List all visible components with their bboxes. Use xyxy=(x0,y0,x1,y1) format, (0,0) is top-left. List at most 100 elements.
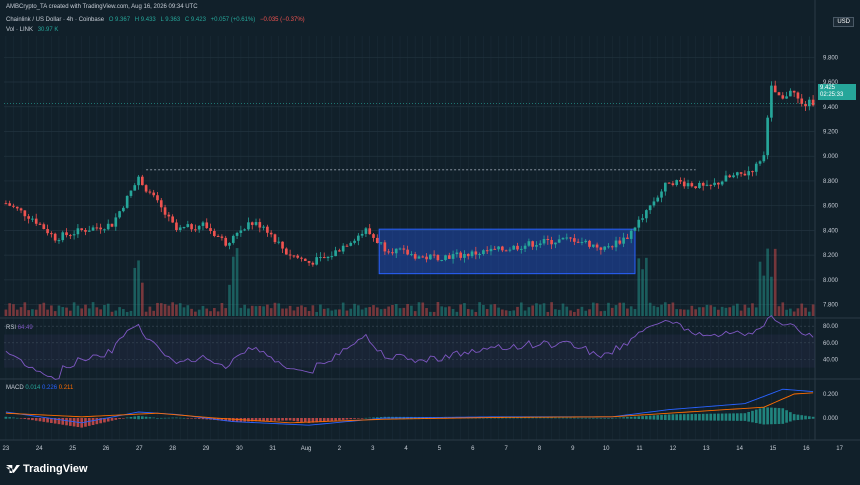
candle-body xyxy=(213,231,216,236)
candle-body xyxy=(444,255,447,260)
candle-body xyxy=(307,260,311,263)
macd-histogram-bar xyxy=(122,418,125,419)
candle-body xyxy=(686,183,690,187)
candle-body xyxy=(65,232,68,236)
candle-body xyxy=(425,256,428,260)
macd-histogram-bar xyxy=(91,418,95,426)
volume-label[interactable]: Vol · LINK xyxy=(6,27,34,33)
macd-histogram-bar xyxy=(660,414,663,420)
volume-bar xyxy=(413,311,417,316)
currency-badge[interactable]: USD xyxy=(833,17,854,27)
candle-body xyxy=(281,241,284,249)
volume-bar xyxy=(675,309,679,316)
macd-histogram-bar xyxy=(315,418,318,423)
time-tick-label: 11 xyxy=(636,446,643,452)
candle-body xyxy=(811,99,815,106)
macd-histogram-bar xyxy=(334,418,337,421)
macd-histogram-bar xyxy=(133,416,137,419)
macd-histogram-bar xyxy=(95,418,99,425)
candle-body xyxy=(38,223,42,225)
candle-body xyxy=(140,176,144,186)
macd-histogram-bar xyxy=(46,418,49,423)
macd-histogram-bar xyxy=(345,418,349,420)
volume-bar xyxy=(622,302,625,316)
rsi-legend[interactable]: RSI 64.49 xyxy=(6,325,33,331)
candle-body xyxy=(231,235,235,243)
candle-body xyxy=(319,257,322,259)
volume-bar xyxy=(720,306,724,316)
macd-histogram-bar xyxy=(573,417,576,419)
macd-histogram-bar xyxy=(250,418,254,422)
candle-body xyxy=(622,237,625,244)
volume-bar xyxy=(300,305,303,316)
volume-bar xyxy=(811,304,815,316)
macd-histogram-bar xyxy=(269,418,273,421)
volume-bar xyxy=(455,311,459,316)
volume-bar xyxy=(671,302,675,316)
candle-body xyxy=(330,256,334,258)
price-tick-label: 8.800 xyxy=(823,179,839,185)
ohlc-high: H 9.433 xyxy=(134,17,156,23)
symbol-name[interactable]: Chainlink / US Dollar · 4h · Coinbase xyxy=(6,17,105,23)
candle-body xyxy=(125,195,129,208)
candle-body xyxy=(152,192,156,196)
macd-histogram-bar xyxy=(103,418,106,423)
candle-body xyxy=(542,239,546,244)
rsi-value: 64.49 xyxy=(17,325,33,331)
volume-bar xyxy=(383,308,387,316)
volume-bar xyxy=(372,305,375,316)
macd-histogram-bar xyxy=(599,417,603,419)
volume-bar xyxy=(163,304,167,316)
candle-body xyxy=(118,211,121,218)
time-tick-label: 9 xyxy=(571,446,575,452)
candle-body xyxy=(42,224,46,230)
volume-bar xyxy=(497,307,500,316)
candle-body xyxy=(550,239,553,245)
candle-body xyxy=(663,182,667,192)
volume-bar xyxy=(137,260,140,316)
macd-histogram-bar xyxy=(671,414,675,421)
time-tick-label: 31 xyxy=(269,446,276,452)
volume-bar xyxy=(406,304,409,316)
volume-bar xyxy=(717,309,720,316)
macd-histogram-bar xyxy=(99,418,102,424)
volume-bar xyxy=(262,306,265,316)
candle-body xyxy=(667,182,671,184)
macd-histogram-bar xyxy=(296,418,300,422)
macd-histogram-bar xyxy=(341,418,345,420)
volume-bar xyxy=(209,311,212,316)
volume-bar xyxy=(432,311,436,316)
volume-bar xyxy=(682,309,686,316)
volume-bar xyxy=(186,305,190,316)
volume-bar xyxy=(482,304,485,316)
time-tick-label: 16 xyxy=(803,446,810,452)
volume-bar xyxy=(459,304,462,316)
volume-bar xyxy=(364,307,368,316)
macd-histogram-bar xyxy=(754,409,758,424)
volume-bar xyxy=(38,304,42,316)
volume-bar xyxy=(792,311,796,316)
macd-legend[interactable]: MACD 0.014 0.226 0.211 xyxy=(6,385,73,391)
macd-histogram-bar xyxy=(675,414,679,421)
macd-histogram-bar xyxy=(789,412,792,422)
volume-bar xyxy=(527,307,531,316)
volume-bar xyxy=(637,258,641,316)
candle-body xyxy=(156,195,159,201)
volume-bar xyxy=(140,282,144,316)
rsi-label: RSI xyxy=(6,325,17,331)
time-tick-label: 17 xyxy=(836,446,843,452)
time-tick-label: 3 xyxy=(371,446,375,452)
price-tick-label: 9.400 xyxy=(823,105,839,111)
volume-bar xyxy=(46,309,49,316)
candle-body xyxy=(224,237,228,246)
volume-bar xyxy=(250,305,254,316)
candle-body xyxy=(387,251,390,253)
candle-body xyxy=(758,161,762,164)
macd-histogram-bar xyxy=(724,413,728,421)
volume-bar xyxy=(686,309,690,316)
volume-bar xyxy=(766,248,769,316)
macd-histogram-bar xyxy=(641,416,644,420)
tradingview-logo[interactable]: TradingView xyxy=(6,463,88,475)
volume-value: 30.97 K xyxy=(37,27,59,33)
